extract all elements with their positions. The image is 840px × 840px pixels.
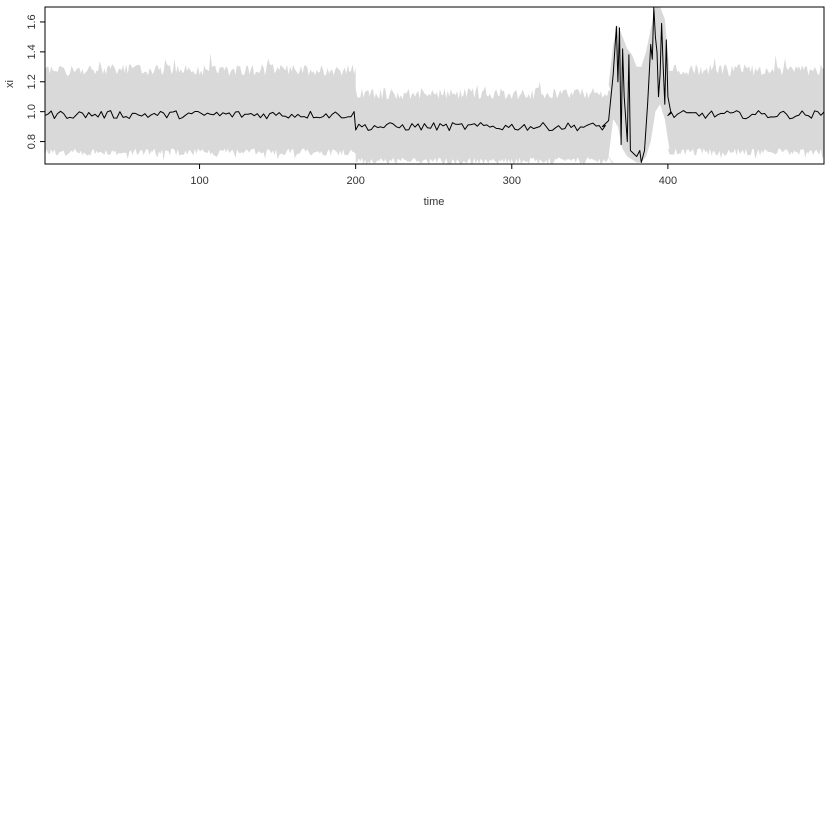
x-tick-label: 100 [190,175,208,187]
interval-band [45,7,824,164]
x-tick-label: 400 [659,175,677,187]
x-tick-label: 300 [503,175,521,187]
plot-frame [44,6,825,165]
x-tick-label: 200 [346,175,364,187]
y-tick-label: 0.8 [26,134,38,149]
y-tick-label: 1.0 [26,104,38,119]
y-axis: 0.8 1.0 1.2 1.4 1.6 [26,14,45,149]
x-axis-label: time [424,196,445,208]
x-axis: 100 200 300 400 [190,164,677,187]
y-tick-label: 1.6 [26,14,38,29]
y-tick-label: 1.4 [26,44,38,59]
y-tick-label: 1.2 [26,74,38,89]
series-line [44,6,825,163]
y-axis-label: xi [4,80,16,88]
plot-area [44,6,825,164]
